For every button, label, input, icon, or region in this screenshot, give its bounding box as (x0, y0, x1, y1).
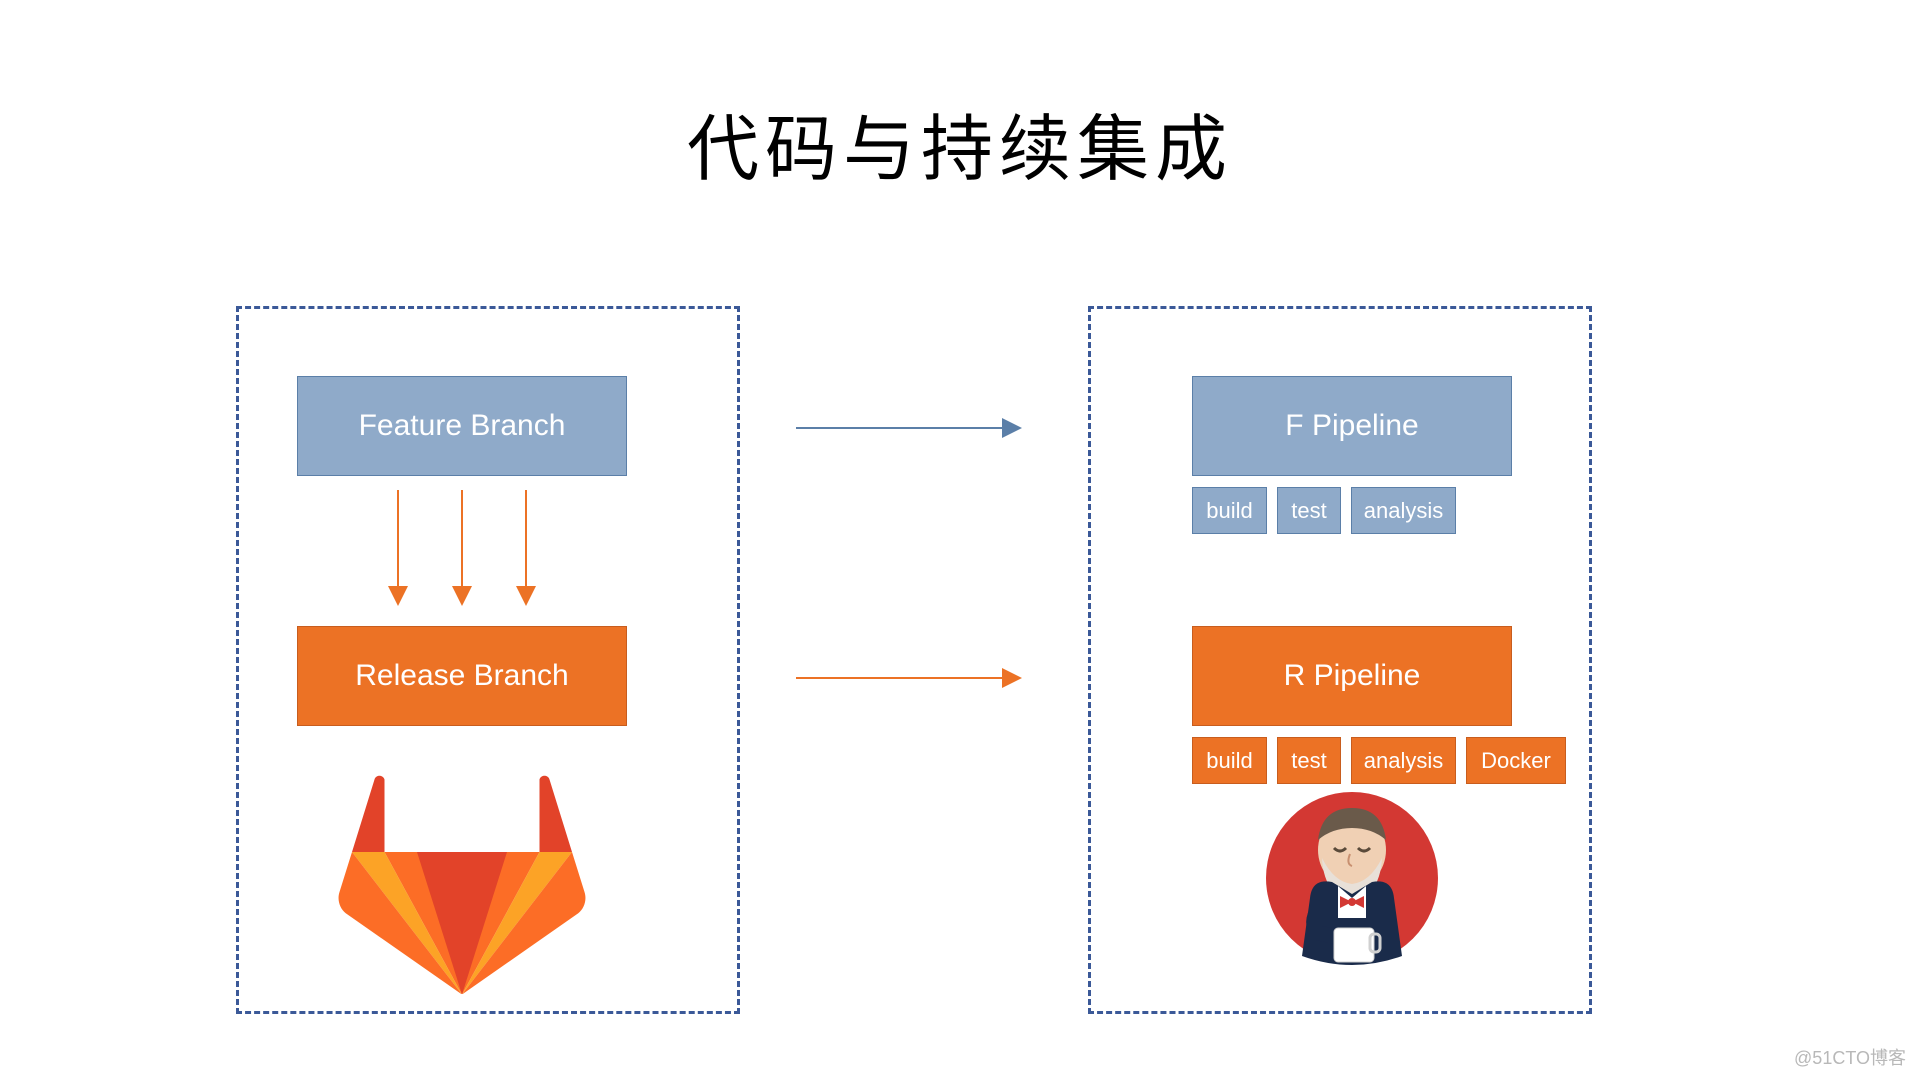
f-stage-test: test (1277, 487, 1341, 534)
release-branch-label: Release Branch (355, 659, 568, 693)
f-stage-analysis: analysis (1351, 487, 1456, 534)
jenkins-icon (1252, 778, 1452, 978)
r-stage-test: test (1277, 737, 1341, 784)
f-pipeline-label: F Pipeline (1285, 409, 1418, 443)
page-title: 代码与持续集成 (0, 90, 1920, 195)
f-stage-build: build (1192, 487, 1267, 534)
r-pipeline-label: R Pipeline (1284, 659, 1421, 693)
r-stage-analysis: analysis (1351, 737, 1456, 784)
diagram-canvas: 代码与持续集成 Feature Branch Release Branch F … (0, 0, 1920, 1080)
release-branch-box: Release Branch (297, 626, 627, 726)
watermark: @51CTO博客 (1794, 1044, 1906, 1070)
gitlab-icon (337, 762, 587, 995)
r-stage-docker: Docker (1466, 737, 1566, 784)
f-pipeline-box: F Pipeline (1192, 376, 1512, 476)
r-pipeline-box: R Pipeline (1192, 626, 1512, 726)
feature-branch-box: Feature Branch (297, 376, 627, 476)
r-stage-build: build (1192, 737, 1267, 784)
feature-branch-label: Feature Branch (359, 409, 566, 443)
